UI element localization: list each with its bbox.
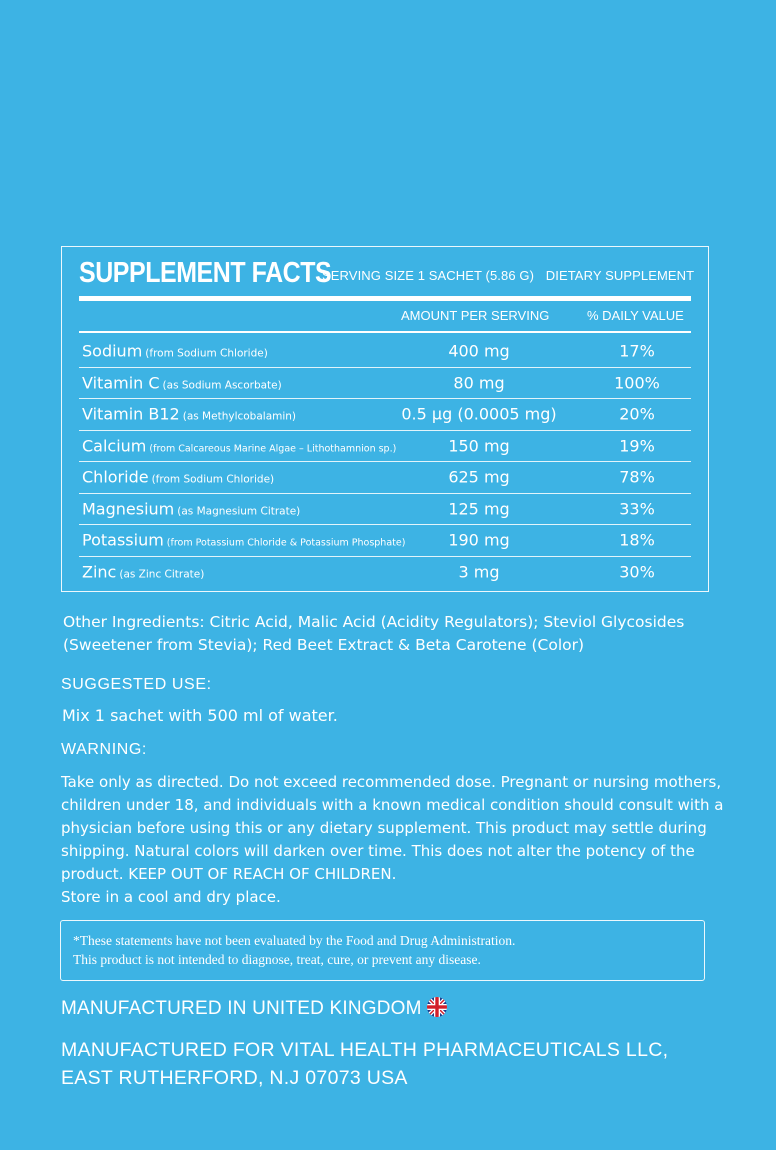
nutrient-note: (from Sodium Chloride) (151, 473, 275, 486)
warning-block: Take only as directed. Do not exceed rec… (61, 771, 751, 909)
nutrient-amount: 0.5 µg (0.0005 mg) (401, 404, 557, 424)
nutrient-cell: Sodium (from Sodium Chloride) (82, 342, 268, 361)
uk-flag-icon (426, 997, 447, 1023)
nutrient-daily-value: 20% (619, 404, 655, 424)
facts-row-zinc: Zinc (as Zinc Citrate) 3 mg 30% (79, 557, 691, 589)
other-ingredients: Other Ingredients: Citric Acid, Malic Ac… (63, 613, 685, 654)
nutrient-daily-value: 19% (619, 436, 655, 456)
nutrient-daily-value: 78% (619, 467, 655, 487)
nutrient-cell: Zinc (as Zinc Citrate) (82, 563, 204, 582)
nutrient-amount: 3 mg (458, 562, 500, 582)
nutrient-daily-value: 18% (619, 530, 655, 550)
title-rule (79, 296, 691, 301)
manufactured-for-line-2: EAST RUTHERFORD, N.J 07073 USA (61, 1067, 408, 1089)
manufactured-for-line-1: MANUFACTURED FOR VITAL HEALTH PHARMACEUT… (61, 1039, 669, 1061)
nutrient-daily-value: 100% (614, 373, 660, 393)
nutrient-amount: 125 mg (448, 499, 510, 519)
nutrient-note: (from Calcareous Marine Algae – Lithotha… (149, 443, 397, 455)
nutrient-cell: Chloride (from Sodium Chloride) (82, 468, 274, 487)
nutrient-name: Vitamin C (82, 373, 160, 393)
amount-column-header: AMOUNT PER SERVING (401, 308, 550, 323)
warning-text: Take only as directed. Do not exceed rec… (61, 773, 724, 883)
nutrient-cell: Vitamin C (as Sodium Ascorbate) (82, 373, 282, 392)
warning-label: WARNING: (61, 741, 147, 758)
serving-size: SERVING SIZE 1 SACHET (5.86 G) (322, 268, 535, 283)
daily-value-column-header: % DAILY VALUE (587, 308, 684, 323)
dietary-label: DIETARY SUPPLEMENT (545, 268, 695, 283)
nutrient-name: Vitamin B12 (82, 404, 180, 424)
facts-row-magnesium: Magnesium (as Magnesium Citrate) 125 mg 3… (79, 494, 691, 525)
nutrient-daily-value: 30% (619, 562, 655, 582)
nutrient-amount: 400 mg (448, 341, 510, 361)
nutrient-note: (as Sodium Ascorbate) (162, 379, 282, 392)
nutrient-name: Sodium (82, 341, 143, 361)
nutrient-cell: Calcium (from Calcareous Marine Algae – L… (82, 436, 396, 455)
manufactured-for: MANUFACTURED FOR VITAL HEALTH PHARMACEUT… (61, 1036, 668, 1092)
nutrient-note: (as Zinc Citrate) (119, 568, 205, 581)
suggested-use-text: Mix 1 sachet with 500 ml of water. (62, 706, 338, 725)
serving-info: SERVING SIZE 1 SACHET (5.86 G) DIETARY S… (322, 268, 702, 283)
disclaimer-line-2: This product is not intended to diagnose… (73, 952, 481, 967)
nutrient-note: (from Sodium Chloride) (145, 347, 268, 360)
disclaimer-line-1: *These statements have not been evaluate… (73, 933, 516, 948)
fda-disclaimer-box: *These statements have not been evaluate… (60, 920, 705, 981)
supplement-facts-panel: SUPPLEMENT FACTS SERVING SIZE 1 SACHET (… (61, 246, 709, 592)
facts-row-vitamin-b12: Vitamin B12 (as Methylcobalamin) 0.5 µg (… (79, 399, 691, 431)
nutrient-daily-value: 17% (619, 341, 655, 361)
manufactured-in-text: MANUFACTURED IN UNITED KINGDOM (61, 998, 422, 1019)
facts-row-chloride: Chloride (from Sodium Chloride) 625 mg 78… (79, 462, 691, 494)
nutrient-note: (as Magnesium Citrate) (177, 505, 301, 518)
nutrient-amount: 625 mg (448, 467, 510, 487)
facts-row-potassium: Potassium (from Potassium Chloride & Pota… (79, 525, 691, 557)
facts-rows: Sodium (from Sodium Chloride) 400 mg 17% … (79, 336, 691, 588)
nutrient-name: Magnesium (82, 499, 175, 519)
storage-text: Store in a cool and dry place. (61, 888, 281, 906)
nutrient-name: Potassium (82, 530, 164, 550)
nutrient-amount: 150 mg (448, 436, 510, 456)
facts-title: SUPPLEMENT FACTS (79, 257, 332, 289)
nutrient-cell: Magnesium (as Magnesium Citrate) (82, 499, 300, 518)
nutrient-note: (as Methylcobalamin) (182, 410, 297, 423)
header-rule (79, 331, 691, 333)
nutrient-cell: Vitamin B12 (as Methylcobalamin) (82, 405, 296, 424)
nutrient-amount: 80 mg (453, 373, 505, 393)
nutrient-name: Calcium (82, 436, 147, 456)
suggested-use-label: SUGGESTED USE: (61, 676, 212, 693)
nutrient-cell: Potassium (from Potassium Chloride & Pota… (82, 531, 405, 550)
facts-row-calcium: Calcium (from Calcareous Marine Algae – L… (79, 431, 691, 462)
nutrient-name: Zinc (82, 562, 117, 582)
nutrient-name: Chloride (82, 467, 149, 487)
facts-row-vitamin-c: Vitamin C (as Sodium Ascorbate) 80 mg 100… (79, 368, 691, 399)
nutrient-note: (from Potassium Chloride & Potassium Pho… (166, 537, 406, 549)
nutrient-amount: 190 mg (448, 530, 510, 550)
nutrient-daily-value: 33% (619, 499, 655, 519)
manufactured-in: MANUFACTURED IN UNITED KINGDOM (61, 997, 447, 1023)
facts-row-sodium: Sodium (from Sodium Chloride) 400 mg 17% (79, 336, 691, 368)
